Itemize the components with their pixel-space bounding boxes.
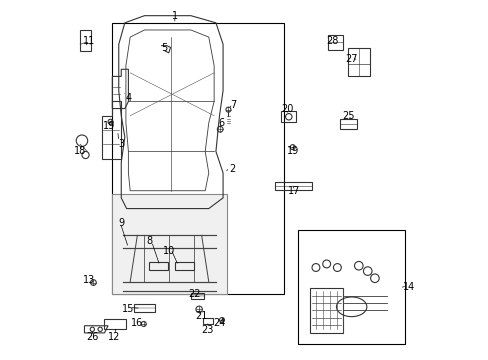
Bar [134, 304, 155, 312]
Bar [175, 262, 194, 270]
Text: 23: 23 [201, 325, 213, 335]
Text: 22: 22 [188, 289, 201, 299]
Text: 26: 26 [86, 332, 99, 342]
Text: 27: 27 [345, 54, 357, 64]
Bar [298, 230, 405, 344]
Bar [309, 288, 343, 333]
Text: 20: 20 [281, 104, 293, 113]
Bar [274, 182, 312, 190]
Text: 25: 25 [341, 111, 354, 121]
Text: 13: 13 [83, 275, 95, 285]
Text: 6: 6 [218, 118, 224, 128]
Text: 12: 12 [108, 332, 120, 342]
Text: 2: 2 [228, 164, 235, 174]
Bar [203, 318, 212, 324]
Bar [112, 23, 283, 294]
Text: 19: 19 [102, 121, 115, 131]
Bar [148, 262, 168, 270]
Text: 11: 11 [83, 36, 95, 46]
Text: 8: 8 [146, 236, 153, 246]
Text: 10: 10 [163, 247, 175, 256]
Text: 14: 14 [402, 282, 414, 292]
Text: 16: 16 [131, 318, 143, 328]
Text: 3: 3 [118, 139, 124, 149]
Bar [190, 293, 204, 299]
Text: 1: 1 [171, 11, 178, 21]
Text: 19: 19 [286, 147, 298, 157]
Text: 4: 4 [125, 93, 131, 103]
Bar [112, 194, 226, 294]
Bar [281, 111, 296, 122]
Text: 9: 9 [118, 218, 124, 228]
Text: 5: 5 [161, 43, 167, 53]
Text: 21: 21 [195, 311, 207, 321]
Text: 24: 24 [213, 318, 225, 328]
Text: 15: 15 [122, 303, 134, 314]
Text: 7: 7 [230, 100, 236, 110]
Text: 28: 28 [325, 36, 338, 46]
Text: 18: 18 [74, 147, 86, 157]
Text: 17: 17 [288, 186, 300, 196]
